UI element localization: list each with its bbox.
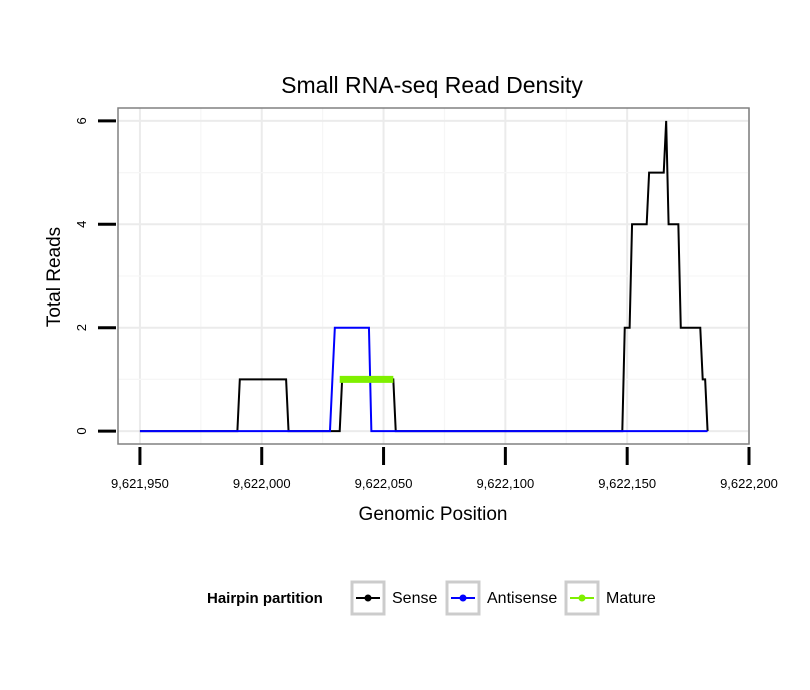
plot-area (117, 107, 750, 445)
x-tick-label: 9,622,200 (720, 476, 778, 491)
legend-key-point (364, 594, 372, 602)
chart-title: Small RNA-seq Read Density (281, 72, 583, 98)
y-tick-label: 0 (74, 427, 89, 434)
y-axis-title: Total Reads (44, 227, 65, 327)
x-axis: 9,621,950 9,622,000 9,622,050 9,622,100 9,62… (111, 447, 778, 491)
y-tick-label: 4 (74, 221, 89, 228)
x-tick-label: 9,621,950 (111, 476, 169, 491)
y-tick-label: 2 (74, 324, 89, 331)
legend-item-sense: Sense (350, 580, 437, 616)
plot-border (117, 107, 750, 445)
x-tick-label: 9,622,150 (598, 476, 656, 491)
legend-title: Hairpin partition (207, 590, 323, 607)
series-line-antisense (139, 326, 708, 433)
x-tick-label: 9,622,100 (476, 476, 534, 491)
legend-item-antisense: Antisense (445, 580, 557, 616)
legend: Hairpin partition Sense Antisense Mature (207, 580, 656, 616)
legend-key-point (459, 594, 467, 602)
legend-label: Antisense (487, 590, 557, 607)
legend-key-point (578, 594, 586, 602)
legend-label: Mature (606, 590, 656, 607)
x-tick-label: 9,622,000 (233, 476, 291, 491)
x-axis-title: Genomic Position (359, 504, 508, 525)
y-tick-label: 6 (74, 117, 89, 124)
series-line-sense (139, 120, 709, 433)
x-tick-label: 9,622,050 (355, 476, 413, 491)
legend-item-mature: Mature (564, 580, 656, 616)
y-axis: 0 2 4 6 (74, 117, 116, 435)
legend-label: Sense (392, 590, 437, 607)
series-lines (139, 120, 709, 433)
